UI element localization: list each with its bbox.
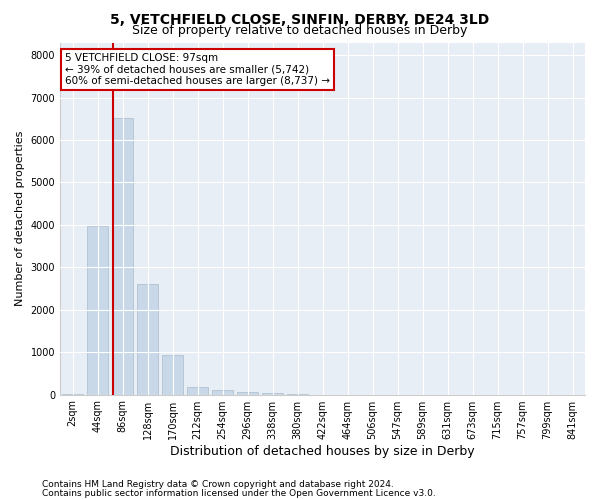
Text: Contains public sector information licensed under the Open Government Licence v3: Contains public sector information licen…: [42, 489, 436, 498]
Bar: [162, 354, 183, 395]
Bar: [187, 387, 208, 394]
Bar: [87, 226, 108, 394]
X-axis label: Distribution of detached houses by size in Derby: Distribution of detached houses by size …: [170, 444, 475, 458]
Bar: [237, 392, 258, 394]
Bar: [212, 390, 233, 394]
Text: 5, VETCHFIELD CLOSE, SINFIN, DERBY, DE24 3LD: 5, VETCHFIELD CLOSE, SINFIN, DERBY, DE24…: [110, 12, 490, 26]
Bar: [262, 393, 283, 394]
Bar: [137, 284, 158, 395]
Text: Size of property relative to detached houses in Derby: Size of property relative to detached ho…: [133, 24, 467, 37]
Text: Contains HM Land Registry data © Crown copyright and database right 2024.: Contains HM Land Registry data © Crown c…: [42, 480, 394, 489]
Y-axis label: Number of detached properties: Number of detached properties: [15, 131, 25, 306]
Text: 5 VETCHFIELD CLOSE: 97sqm
← 39% of detached houses are smaller (5,742)
60% of se: 5 VETCHFIELD CLOSE: 97sqm ← 39% of detac…: [65, 53, 330, 86]
Bar: [112, 118, 133, 394]
